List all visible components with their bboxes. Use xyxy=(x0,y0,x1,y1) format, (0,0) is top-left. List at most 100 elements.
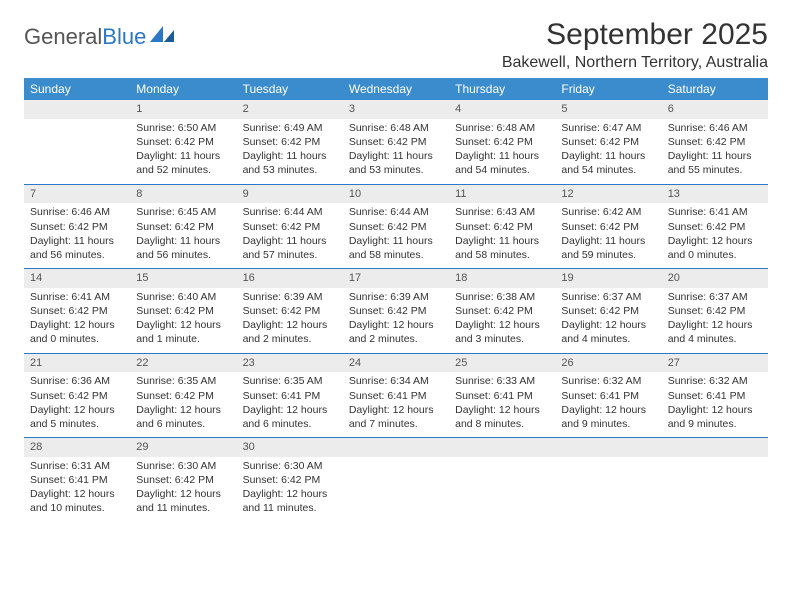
cell-body: Sunrise: 6:31 AMSunset: 6:41 PMDaylight:… xyxy=(24,457,130,522)
calendar-cell: 18Sunrise: 6:38 AMSunset: 6:42 PMDayligh… xyxy=(449,269,555,353)
day-number: 2 xyxy=(237,100,343,119)
cell-body: Sunrise: 6:41 AMSunset: 6:42 PMDaylight:… xyxy=(662,203,768,268)
calendar-cell: 1Sunrise: 6:50 AMSunset: 6:42 PMDaylight… xyxy=(130,100,236,184)
day-number: 27 xyxy=(662,354,768,373)
daylight-text: Daylight: 12 hours and 3 minutes. xyxy=(455,318,549,346)
weekday-header: Tuesday xyxy=(237,78,343,100)
sunset-text: Sunset: 6:42 PM xyxy=(136,473,230,487)
calendar-cell: 7Sunrise: 6:46 AMSunset: 6:42 PMDaylight… xyxy=(24,185,130,269)
sunrise-text: Sunrise: 6:41 AM xyxy=(668,205,762,219)
sunrise-text: Sunrise: 6:42 AM xyxy=(561,205,655,219)
cell-body: Sunrise: 6:32 AMSunset: 6:41 PMDaylight:… xyxy=(662,372,768,437)
day-number xyxy=(662,438,768,457)
sunset-text: Sunset: 6:42 PM xyxy=(455,304,549,318)
daylight-text: Daylight: 11 hours and 52 minutes. xyxy=(136,149,230,177)
calendar-cell: 22Sunrise: 6:35 AMSunset: 6:42 PMDayligh… xyxy=(130,354,236,438)
sunrise-text: Sunrise: 6:32 AM xyxy=(668,374,762,388)
day-number xyxy=(555,438,661,457)
sunset-text: Sunset: 6:42 PM xyxy=(30,389,124,403)
sunrise-text: Sunrise: 6:49 AM xyxy=(243,121,337,135)
day-number: 30 xyxy=(237,438,343,457)
day-number: 10 xyxy=(343,185,449,204)
cell-body: Sunrise: 6:46 AMSunset: 6:42 PMDaylight:… xyxy=(24,203,130,268)
sunset-text: Sunset: 6:42 PM xyxy=(243,135,337,149)
day-number: 11 xyxy=(449,185,555,204)
calendar-cell xyxy=(343,438,449,522)
cell-body: Sunrise: 6:40 AMSunset: 6:42 PMDaylight:… xyxy=(130,288,236,353)
sunset-text: Sunset: 6:42 PM xyxy=(243,304,337,318)
calendar-cell: 14Sunrise: 6:41 AMSunset: 6:42 PMDayligh… xyxy=(24,269,130,353)
cell-body: Sunrise: 6:38 AMSunset: 6:42 PMDaylight:… xyxy=(449,288,555,353)
calendar-cell: 21Sunrise: 6:36 AMSunset: 6:42 PMDayligh… xyxy=(24,354,130,438)
cell-body: Sunrise: 6:33 AMSunset: 6:41 PMDaylight:… xyxy=(449,372,555,437)
calendar-cell: 9Sunrise: 6:44 AMSunset: 6:42 PMDaylight… xyxy=(237,185,343,269)
calendar: Sunday Monday Tuesday Wednesday Thursday… xyxy=(24,78,768,522)
day-number: 20 xyxy=(662,269,768,288)
calendar-cell: 28Sunrise: 6:31 AMSunset: 6:41 PMDayligh… xyxy=(24,438,130,522)
sunrise-text: Sunrise: 6:46 AM xyxy=(668,121,762,135)
cell-body: Sunrise: 6:35 AMSunset: 6:42 PMDaylight:… xyxy=(130,372,236,437)
sunset-text: Sunset: 6:42 PM xyxy=(136,220,230,234)
sunset-text: Sunset: 6:42 PM xyxy=(30,304,124,318)
calendar-cell: 23Sunrise: 6:35 AMSunset: 6:41 PMDayligh… xyxy=(237,354,343,438)
day-number xyxy=(24,100,130,119)
daylight-text: Daylight: 12 hours and 9 minutes. xyxy=(561,403,655,431)
day-number: 8 xyxy=(130,185,236,204)
calendar-cell: 15Sunrise: 6:40 AMSunset: 6:42 PMDayligh… xyxy=(130,269,236,353)
sunrise-text: Sunrise: 6:30 AM xyxy=(136,459,230,473)
calendar-week: 7Sunrise: 6:46 AMSunset: 6:42 PMDaylight… xyxy=(24,184,768,269)
calendar-cell: 8Sunrise: 6:45 AMSunset: 6:42 PMDaylight… xyxy=(130,185,236,269)
month-title: September 2025 xyxy=(502,18,768,52)
day-number: 1 xyxy=(130,100,236,119)
location-subtitle: Bakewell, Northern Territory, Australia xyxy=(502,54,768,72)
cell-body: Sunrise: 6:47 AMSunset: 6:42 PMDaylight:… xyxy=(555,119,661,184)
calendar-cell xyxy=(449,438,555,522)
day-number: 28 xyxy=(24,438,130,457)
day-number: 7 xyxy=(24,185,130,204)
day-number: 13 xyxy=(662,185,768,204)
weekday-header: Thursday xyxy=(449,78,555,100)
weekday-header: Sunday xyxy=(24,78,130,100)
cell-body: Sunrise: 6:30 AMSunset: 6:42 PMDaylight:… xyxy=(237,457,343,522)
sunset-text: Sunset: 6:42 PM xyxy=(349,220,443,234)
sunset-text: Sunset: 6:42 PM xyxy=(668,135,762,149)
sunrise-text: Sunrise: 6:45 AM xyxy=(136,205,230,219)
day-number: 12 xyxy=(555,185,661,204)
cell-body: Sunrise: 6:36 AMSunset: 6:42 PMDaylight:… xyxy=(24,372,130,437)
daylight-text: Daylight: 11 hours and 53 minutes. xyxy=(349,149,443,177)
day-number: 24 xyxy=(343,354,449,373)
sunrise-text: Sunrise: 6:36 AM xyxy=(30,374,124,388)
sunset-text: Sunset: 6:42 PM xyxy=(455,220,549,234)
calendar-cell: 24Sunrise: 6:34 AMSunset: 6:41 PMDayligh… xyxy=(343,354,449,438)
cell-body: Sunrise: 6:35 AMSunset: 6:41 PMDaylight:… xyxy=(237,372,343,437)
sunrise-text: Sunrise: 6:46 AM xyxy=(30,205,124,219)
sunrise-text: Sunrise: 6:39 AM xyxy=(243,290,337,304)
day-number: 18 xyxy=(449,269,555,288)
weekday-header-row: Sunday Monday Tuesday Wednesday Thursday… xyxy=(24,78,768,100)
daylight-text: Daylight: 12 hours and 0 minutes. xyxy=(30,318,124,346)
day-number: 21 xyxy=(24,354,130,373)
calendar-week: 1 Sunrise: 6:50 AM Sunset: 6:42 PM Daylight… xyxy=(24,100,768,184)
daylight-text: Daylight: 12 hours and 11 minutes. xyxy=(243,487,337,515)
page-header: GeneralBlue September 2025 Bakewell, Nor… xyxy=(24,18,768,72)
sunset-text: Sunset: 6:42 PM xyxy=(136,304,230,318)
daylight-text: Daylight: 11 hours and 56 minutes. xyxy=(136,234,230,262)
day-number: 14 xyxy=(24,269,130,288)
day-number: 4 xyxy=(449,100,555,119)
day-number: 19 xyxy=(555,269,661,288)
sunrise-text: Sunrise: 6:50 AM xyxy=(136,121,230,135)
daylight-text: Daylight: 11 hours and 57 minutes. xyxy=(243,234,337,262)
sunrise-text: Sunrise: 6:37 AM xyxy=(668,290,762,304)
sunset-text: Sunset: 6:42 PM xyxy=(561,135,655,149)
cell-body: Sunrise: 6:41 AMSunset: 6:42 PMDaylight:… xyxy=(24,288,130,353)
daylight-text: Daylight: 11 hours and 59 minutes. xyxy=(561,234,655,262)
daylight-text: Daylight: 11 hours and 58 minutes. xyxy=(349,234,443,262)
calendar-cell xyxy=(555,438,661,522)
sunset-text: Sunset: 6:41 PM xyxy=(455,389,549,403)
calendar-cell: 11Sunrise: 6:43 AMSunset: 6:42 PMDayligh… xyxy=(449,185,555,269)
day-number: 9 xyxy=(237,185,343,204)
daylight-text: Daylight: 12 hours and 5 minutes. xyxy=(30,403,124,431)
calendar-cell: 13Sunrise: 6:41 AMSunset: 6:42 PMDayligh… xyxy=(662,185,768,269)
sunset-text: Sunset: 6:42 PM xyxy=(243,473,337,487)
cell-body: Sunrise: 6:48 AMSunset: 6:42 PMDaylight:… xyxy=(449,119,555,184)
